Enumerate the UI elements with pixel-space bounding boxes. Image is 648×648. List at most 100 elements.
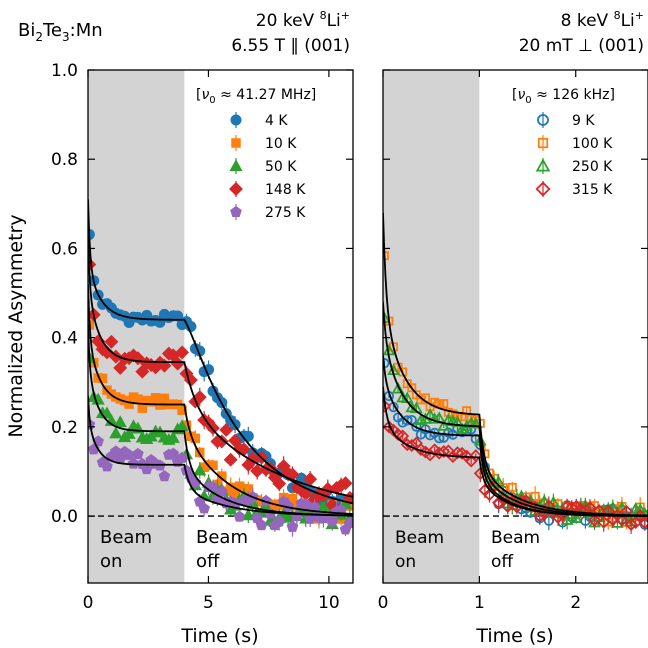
data-point [167, 447, 180, 459]
legend-marker [229, 159, 243, 172]
data-point [175, 345, 190, 360]
data-point [286, 520, 299, 532]
legend-marker [535, 158, 551, 172]
data-point [158, 470, 171, 482]
data-point [560, 513, 574, 525]
data-point [551, 510, 565, 524]
sample-label: Bi2Te3:Mn [18, 20, 103, 44]
legend-marker [230, 114, 242, 126]
condition-line2: 20 mT ⊥ (001) [519, 36, 644, 56]
data-point [407, 383, 417, 393]
legend-title: [ν0 ≈ 41.27 MHz] [196, 87, 316, 106]
data-point [469, 417, 483, 429]
data-point [455, 422, 469, 434]
legend-label: 9 K [572, 113, 595, 129]
beam-on-region [383, 70, 480, 583]
data-point [177, 405, 187, 415]
data-point [638, 516, 648, 530]
data-point [439, 399, 449, 409]
legend-marker [231, 138, 241, 148]
data-point [97, 373, 108, 384]
data-point [113, 360, 128, 375]
data-point [451, 415, 464, 427]
legend-marker [230, 205, 242, 217]
data-point [588, 513, 602, 527]
data-point [255, 519, 268, 531]
data-point [344, 517, 353, 529]
x-tick-label: 0 [378, 593, 389, 613]
data-point [172, 310, 184, 322]
legend-label: 50 K [265, 159, 297, 175]
data-point [241, 508, 255, 521]
data-point [569, 511, 583, 523]
x-tick-label: 2 [570, 593, 581, 613]
beam-on-label-line2: on [100, 551, 122, 572]
x-axis-label-left: Time (s) [180, 625, 258, 647]
data-point [190, 433, 201, 444]
beam-on-label-line2: on [395, 552, 416, 572]
data-point [192, 390, 207, 405]
data-point [273, 515, 286, 527]
fit-curve [383, 386, 648, 517]
data-point [176, 451, 188, 463]
y-tick-label: 0.8 [51, 150, 78, 170]
legend-title: [ν0 ≈ 126 kHz] [512, 87, 615, 106]
data-point [166, 431, 180, 443]
legend-label: 4 K [265, 113, 288, 129]
legend-label: 315 K [572, 182, 613, 198]
legend-label: 250 K [572, 159, 613, 175]
data-point [132, 447, 144, 459]
data-point [507, 482, 517, 492]
beam-off-label-line1: Beam [491, 528, 540, 548]
data-point [198, 502, 210, 514]
x-tick-label: 5 [203, 593, 214, 613]
beam-on-region [88, 70, 185, 583]
data-point [193, 463, 207, 476]
x-tick-label: 10 [318, 593, 340, 613]
beam-on-label-line1: Beam [100, 527, 152, 548]
data-point [492, 496, 506, 510]
y-tick-label: 0.0 [51, 507, 78, 527]
data-point [533, 509, 547, 523]
legend-label: 148 K [265, 182, 306, 198]
y-axis-label: Normalized Asymmetry [5, 214, 27, 437]
y-tick-label: 0.4 [51, 329, 78, 349]
fit-curve [88, 284, 353, 515]
data-point [606, 513, 620, 527]
fit-curve [88, 395, 353, 517]
data-point [133, 394, 143, 404]
beam-off-label-line2: off [196, 551, 220, 572]
data-point [338, 476, 353, 491]
legend-label: 100 K [572, 136, 613, 152]
legend: 9 K 100 K 250 K 315 K [535, 112, 613, 198]
data-point [450, 446, 464, 460]
data-point [272, 476, 287, 491]
data-point [624, 517, 638, 532]
data-point [100, 406, 114, 419]
y-tick-label: 1.0 [51, 61, 78, 81]
data-point [411, 390, 421, 400]
data-point [437, 444, 451, 459]
data-point [113, 415, 127, 428]
data-point [109, 426, 123, 439]
data-point [101, 460, 113, 472]
legend-label: 10 K [265, 136, 297, 152]
data-point [469, 449, 483, 463]
data-point [398, 367, 408, 377]
legend: 4 K 10 K 50 K 148 K 275 K [229, 112, 306, 221]
fit-curve [88, 199, 353, 505]
legend-marker [229, 182, 243, 196]
y-tick-label: 0.2 [51, 418, 78, 438]
data-point [437, 419, 451, 431]
condition-line1: 20 keV 8Li+ [256, 9, 350, 31]
plot-area [383, 212, 648, 534]
right-panel: 0 1 2 Beam on Beam off 8 keV 8Li+ 20 mT ⊥ … [378, 9, 648, 613]
x-tick-label: 1 [474, 593, 485, 613]
data-point [233, 510, 246, 522]
legend-marker [537, 137, 549, 149]
condition-line2: 6.55 T ∥ (001) [231, 36, 350, 56]
data-point [216, 485, 228, 497]
beam-off-label-line1: Beam [196, 527, 248, 548]
fit-curve [88, 235, 353, 498]
